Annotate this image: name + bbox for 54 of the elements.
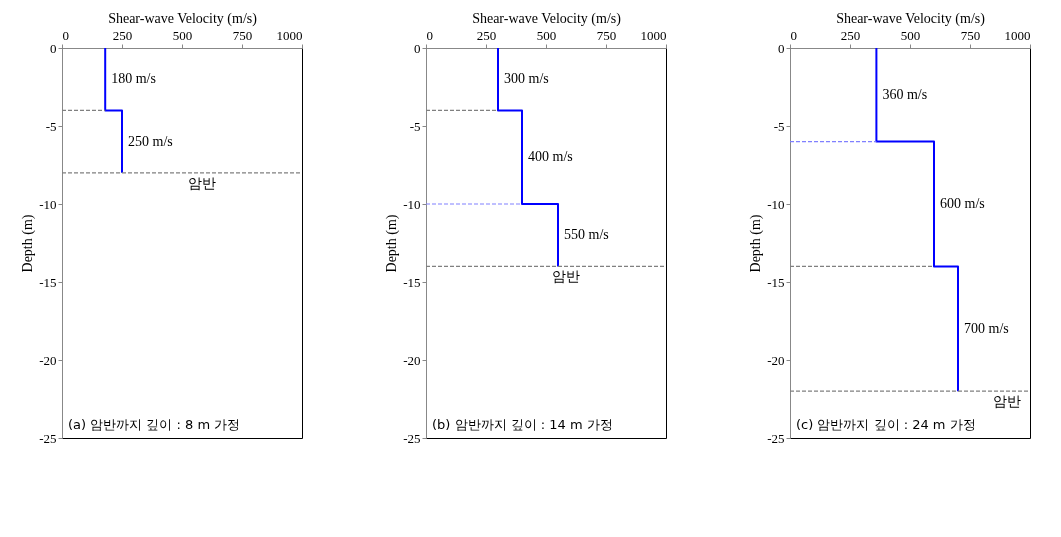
x-tick-label: 500: [536, 27, 557, 43]
y-tick-label: -25: [403, 430, 421, 446]
y-tick-label: -10: [39, 196, 57, 212]
x-tick-label: 750: [960, 27, 981, 43]
annotation: 360 m/s: [882, 86, 928, 102]
y-tick-label: -20: [403, 352, 421, 368]
y-tick-label: -10: [767, 196, 785, 212]
y-tick-label: 0: [50, 40, 57, 56]
x-tick-label: 250: [112, 27, 133, 43]
y-axis-title: Depth (m): [748, 214, 765, 273]
y-axis-title: Depth (m): [20, 214, 37, 273]
x-tick-label: 1000: [640, 27, 667, 43]
x-tick-label: 500: [900, 27, 921, 43]
x-tick-label: 750: [232, 27, 253, 43]
y-tick-label: 0: [414, 40, 421, 56]
x-tick-label: 500: [172, 27, 193, 43]
x-tick-label: 1000: [1004, 27, 1031, 43]
x-axis-title: Shear-wave Velocity (m/s): [472, 10, 622, 27]
annotation: 700 m/s: [964, 320, 1009, 336]
annotation: 250 m/s: [128, 133, 173, 149]
y-tick-label: -5: [773, 118, 785, 134]
annotation: (c) 암반까지 깊이 : 24 m 가정: [796, 417, 976, 432]
annotation: (b) 암반까지 깊이 : 14 m 가정: [432, 417, 613, 432]
x-tick-label: 1000: [276, 27, 303, 43]
x-tick-label: 750: [596, 27, 617, 43]
annotation: 550 m/s: [564, 227, 609, 243]
y-axis-title: Depth (m): [384, 214, 401, 273]
y-tick-label: -15: [39, 274, 57, 290]
y-tick-label: -15: [403, 274, 421, 290]
x-axis-title: Shear-wave Velocity (m/s): [108, 10, 258, 27]
y-tick-label: -15: [767, 274, 785, 290]
line-series: [875, 47, 959, 393]
annotation: 암반: [188, 175, 216, 191]
x-tick-label: 0: [790, 27, 797, 43]
annotation: 암반: [992, 394, 1021, 410]
y-tick-label: -5: [409, 118, 421, 134]
x-tick-label: 0: [62, 27, 69, 43]
y-tick-label: 0: [778, 40, 785, 56]
y-tick-label: -20: [767, 352, 785, 368]
annotation: 400 m/s: [528, 149, 573, 165]
x-axis-title: Shear-wave Velocity (m/s): [836, 10, 986, 27]
x-tick-label: 250: [840, 27, 861, 43]
y-tick-label: -25: [767, 430, 785, 446]
annotation: (a) 암반까지 깊이 : 8 m 가정: [68, 417, 241, 432]
annotation: 300 m/s: [504, 71, 549, 87]
y-tick-label: -20: [39, 352, 57, 368]
annotation: 암반: [552, 269, 580, 285]
annotation: 180 m/s: [111, 71, 156, 87]
x-tick-label: 250: [476, 27, 497, 43]
annotation: 600 m/s: [940, 196, 985, 211]
y-tick-label: -5: [45, 118, 57, 134]
y-tick-label: -25: [39, 430, 57, 446]
x-tick-label: 0: [426, 27, 433, 43]
y-tick-label: -10: [403, 196, 421, 212]
